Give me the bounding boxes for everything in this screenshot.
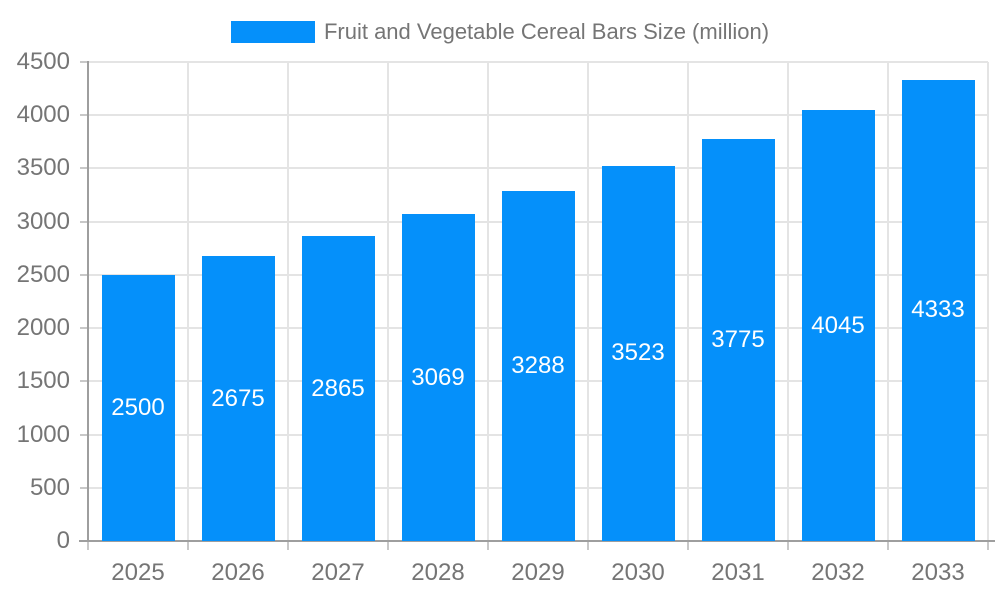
v-gridline (487, 62, 489, 541)
bar[interactable] (701, 139, 775, 541)
x-axis-tick (587, 541, 589, 550)
x-axis-tick (787, 541, 789, 550)
bar[interactable] (601, 165, 675, 541)
y-axis-tick (80, 486, 88, 489)
v-gridline (787, 62, 789, 541)
bar[interactable] (201, 256, 275, 541)
y-axis-label: 1000 (16, 420, 70, 448)
y-axis-label: 1500 (16, 367, 70, 395)
x-axis-tick (487, 541, 489, 550)
x-axis-label: 2032 (811, 559, 865, 586)
bar-value-label: 2500 (111, 393, 165, 421)
bar-value-label: 3069 (411, 363, 465, 391)
y-axis-label: 3000 (16, 207, 70, 235)
x-axis-tick (887, 541, 889, 550)
y-axis-label: 0 (56, 527, 70, 554)
v-gridline (187, 62, 189, 541)
bar[interactable] (401, 214, 475, 541)
y-axis-label: 3500 (16, 154, 70, 182)
bar-value-label: 3775 (711, 326, 765, 354)
y-axis-label: 2500 (16, 260, 70, 288)
y-axis-label: 4500 (16, 48, 70, 75)
x-axis-label: 2030 (611, 559, 665, 586)
v-gridline (687, 62, 689, 541)
x-axis-tick (987, 541, 989, 550)
v-gridline (387, 62, 389, 541)
y-axis-tick (80, 327, 88, 330)
legend-label: Fruit and Vegetable Cereal Bars Size (mi… (323, 19, 770, 44)
y-axis-tick (80, 273, 88, 276)
y-axis-line (87, 61, 89, 542)
h-gridline (88, 114, 988, 117)
h-gridline (88, 61, 988, 63)
legend-item[interactable]: Fruit and Vegetable Cereal Bars Size (mi… (230, 19, 770, 45)
bar[interactable] (101, 274, 175, 541)
h-gridline (88, 167, 988, 170)
bar[interactable] (501, 191, 575, 541)
bar[interactable] (901, 79, 975, 541)
legend-swatch-icon (230, 21, 315, 43)
x-axis-line (79, 540, 995, 542)
y-axis-tick (80, 220, 88, 223)
y-axis-tick (80, 167, 88, 170)
legend: Fruit and Vegetable Cereal Bars Size (mi… (0, 17, 1000, 47)
bar-value-label: 2675 (211, 384, 265, 412)
bar[interactable] (801, 110, 875, 541)
y-axis-tick (80, 380, 88, 383)
x-axis-tick (87, 541, 89, 550)
x-axis-label: 2031 (711, 559, 765, 586)
y-axis-tick (80, 61, 88, 63)
x-axis-tick (387, 541, 389, 550)
x-axis-label: 2027 (311, 559, 365, 586)
y-axis-label: 4000 (16, 101, 70, 129)
bar-value-label: 3288 (511, 352, 565, 379)
x-axis-tick (187, 541, 189, 550)
v-gridline (887, 62, 889, 541)
v-gridline (287, 62, 289, 541)
bar-value-label: 4333 (911, 296, 965, 324)
bar-value-label: 4045 (811, 311, 865, 339)
x-axis-label: 2028 (411, 559, 465, 586)
y-axis-tick (80, 433, 88, 436)
x-axis-label: 2025 (111, 559, 165, 586)
bar-value-label: 2865 (311, 374, 365, 402)
v-gridline (987, 62, 989, 541)
x-axis-tick (687, 541, 689, 550)
x-axis-tick (287, 541, 289, 550)
y-axis-label: 500 (29, 473, 70, 501)
x-axis-label: 2026 (211, 559, 265, 586)
y-axis-tick (80, 114, 88, 117)
v-gridline (587, 62, 589, 541)
x-axis-label: 2033 (911, 559, 965, 586)
y-axis-label: 2000 (16, 314, 70, 342)
x-axis-label: 2029 (511, 559, 565, 586)
bar[interactable] (301, 236, 375, 541)
bar-value-label: 3523 (611, 339, 665, 367)
